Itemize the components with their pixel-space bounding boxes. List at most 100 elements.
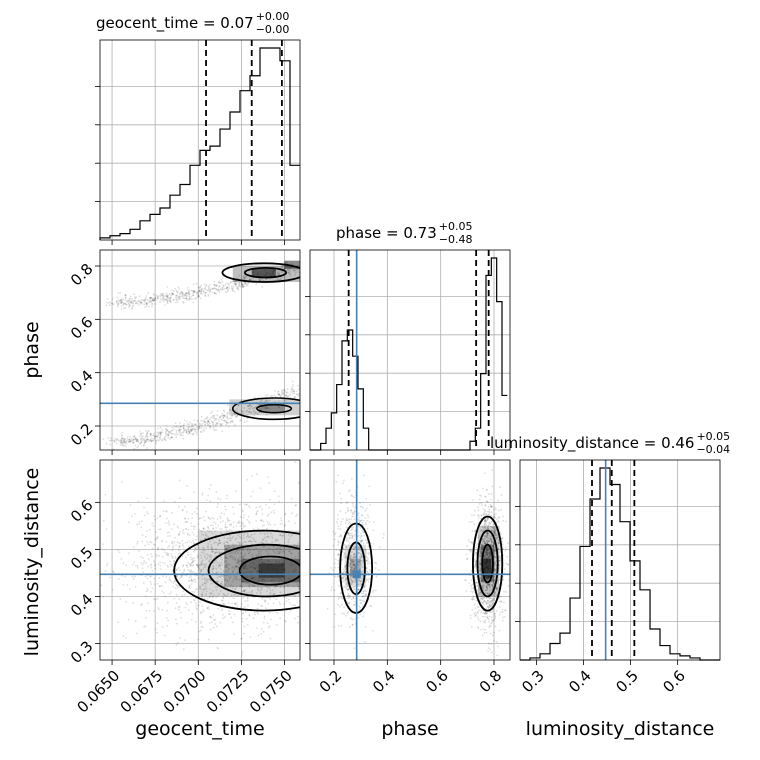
- panel-geocent_time-luminosity_distance-point: [233, 556, 236, 559]
- panel-geocent_time-luminosity_distance-point: [203, 549, 206, 552]
- panel-phase-luminosity_distance-point: [361, 572, 363, 574]
- panel-geocent_time-luminosity_distance-point: [297, 585, 300, 588]
- panel-geocent_time-luminosity_distance-point: [153, 610, 155, 612]
- panel-phase-luminosity_distance-point: [483, 523, 486, 526]
- panel-geocent_time-luminosity_distance-point: [304, 573, 306, 575]
- panel-geocent_time-luminosity_distance-point: [246, 623, 249, 626]
- panel-geocent_time-luminosity_distance-point: [173, 597, 176, 600]
- panel-phase-luminosity_distance-point: [348, 565, 350, 568]
- panel-geocent_time-luminosity_distance-point: [301, 579, 303, 581]
- panel-geocent_time-luminosity_distance-point: [212, 527, 215, 530]
- panel-geocent_time-phase-point: [289, 273, 292, 276]
- panel-phase-luminosity_distance-point: [492, 508, 495, 511]
- panel-geocent_time-phase-point: [120, 308, 123, 310]
- panel-geocent_time-luminosity_distance-point: [301, 535, 303, 537]
- panel-geocent_time-luminosity_distance-point: [275, 624, 278, 626]
- panel-geocent_time-phase-point: [291, 385, 294, 388]
- panel-geocent_time-phase-point: [254, 411, 257, 414]
- panel-geocent_time-luminosity_distance-point: [209, 579, 212, 582]
- panel-geocent_time-luminosity_distance-point: [193, 549, 196, 552]
- panel-geocent_time-luminosity_distance-point: [153, 577, 156, 580]
- panel-geocent_time-luminosity_distance-point: [224, 565, 227, 568]
- panel-phase-luminosity_distance-point: [367, 546, 369, 548]
- panel-geocent_time-luminosity_distance-point: [232, 585, 234, 588]
- panel-geocent_time-luminosity_distance-point: [186, 532, 189, 535]
- panel-phase-luminosity_distance-point: [352, 581, 355, 583]
- panel-geocent_time-luminosity_distance-point: [177, 526, 180, 529]
- panel-geocent_time-luminosity_distance-point: [208, 588, 211, 590]
- panel-geocent_time-phase-point: [255, 283, 258, 285]
- panel-geocent_time-phase-point: [180, 428, 183, 431]
- panel-geocent_time-luminosity_distance-point: [238, 521, 241, 524]
- panel-geocent_time-phase-point: [124, 445, 127, 447]
- panel-geocent_time-phase-point: [247, 404, 250, 407]
- panel-geocent_time-phase-point: [200, 292, 203, 295]
- panel-geocent_time-phase-point: [197, 419, 199, 422]
- panel-phase-luminosity_distance-point: [500, 494, 503, 497]
- panel-phase-luminosity_distance-point: [330, 567, 333, 569]
- panel-geocent_time-phase-point: [166, 429, 169, 432]
- panel-geocent_time-phase-point: [281, 389, 283, 392]
- panel-geocent_time-phase-point: [275, 269, 278, 272]
- panel-phase-luminosity_distance-point: [346, 612, 349, 614]
- panel-geocent_time-phase-point: [159, 294, 162, 297]
- panel-phase-luminosity_distance-point: [483, 510, 486, 513]
- panel-geocent_time-luminosity_distance-point: [271, 535, 273, 538]
- panel-geocent_time-luminosity_distance-point: [239, 585, 242, 588]
- panel-phase-luminosity_distance-point: [345, 614, 347, 617]
- panel-geocent_time-phase-point: [181, 292, 184, 295]
- panel-geocent_time-phase-point: [151, 305, 154, 308]
- panel-phase-luminosity_distance-point: [471, 597, 474, 600]
- panel-geocent_time-phase-point: [230, 287, 233, 290]
- panel-geocent_time-luminosity_distance-point: [226, 593, 229, 595]
- panel-phase-luminosity_distance-point: [351, 528, 354, 531]
- panel-phase-luminosity_distance-point: [353, 555, 356, 558]
- panel-geocent_time-phase-point: [215, 421, 218, 424]
- panel-geocent_time-phase-point: [257, 413, 259, 416]
- panel-geocent_time-phase-point: [171, 293, 174, 296]
- panel-geocent_time-luminosity_distance-point: [136, 566, 139, 569]
- panel-phase-luminosity_distance-point: [348, 625, 351, 628]
- panel-geocent_time-luminosity_distance-point: [248, 585, 251, 588]
- panel-geocent_time-phase-density-cell: [258, 404, 285, 413]
- panel-geocent_time-phase-point: [116, 305, 119, 308]
- panel-geocent_time-phase-point: [122, 440, 125, 442]
- panel-geocent_time-luminosity_distance-point: [224, 526, 227, 528]
- panel-phase-luminosity_distance-point: [487, 602, 489, 605]
- panel-phase-luminosity_distance-point: [349, 557, 352, 560]
- panel-phase-luminosity_distance-point: [333, 626, 336, 628]
- panel-geocent_time-luminosity_distance-point: [154, 564, 157, 567]
- panel-geocent_time-luminosity_distance-point: [204, 585, 207, 588]
- panel-geocent_time-phase-point: [183, 297, 186, 300]
- panel-geocent_time-luminosity_distance-point: [257, 586, 259, 589]
- panel-phase-luminosity_distance-point: [351, 536, 354, 539]
- panel-geocent_time-phase-point: [126, 440, 128, 442]
- panel-geocent_time-luminosity_distance-point: [215, 541, 218, 544]
- panel-geocent_time-luminosity_distance-point: [301, 595, 303, 597]
- panel-geocent_time-phase-point: [139, 433, 142, 435]
- panel-geocent_time-luminosity_distance-point: [190, 583, 193, 586]
- panel-phase-luminosity_distance-point: [367, 516, 370, 519]
- panel-geocent_time-luminosity_distance-point: [292, 570, 295, 573]
- panel-geocent_time-luminosity_distance-point: [205, 558, 208, 561]
- panel-geocent_time-luminosity_distance-point: [236, 559, 239, 562]
- panel-geocent_time-luminosity_distance-point: [184, 521, 187, 523]
- panel-geocent_time-phase-point: [153, 298, 156, 301]
- panel-geocent_time-luminosity_distance-point: [257, 589, 260, 592]
- panel-phase-luminosity_distance-point: [347, 603, 350, 605]
- panel-geocent_time-luminosity_distance-point: [228, 577, 231, 580]
- panel-geocent_time-phase-point: [251, 407, 254, 410]
- panel-geocent_time-luminosity_distance-point: [215, 568, 218, 571]
- panel-geocent_time-luminosity_distance-point: [172, 581, 175, 584]
- panel-geocent_time-phase-point: [212, 416, 215, 419]
- panel-geocent_time-phase-point: [165, 298, 167, 301]
- panel-geocent_time-phase-point: [242, 286, 245, 289]
- panel-geocent_time-luminosity_distance-point: [261, 561, 264, 564]
- panel-geocent_time-luminosity_distance-point: [140, 604, 143, 607]
- panel-geocent_time-luminosity_distance-point: [268, 564, 271, 566]
- panel-geocent_time-phase-point: [231, 419, 234, 422]
- panel-phase-luminosity_distance-point: [351, 580, 354, 583]
- panel-phase-luminosity_distance-point: [368, 504, 371, 506]
- panel-geocent_time-luminosity_distance-point: [206, 529, 209, 532]
- panel-phase-luminosity_distance-point: [350, 578, 353, 581]
